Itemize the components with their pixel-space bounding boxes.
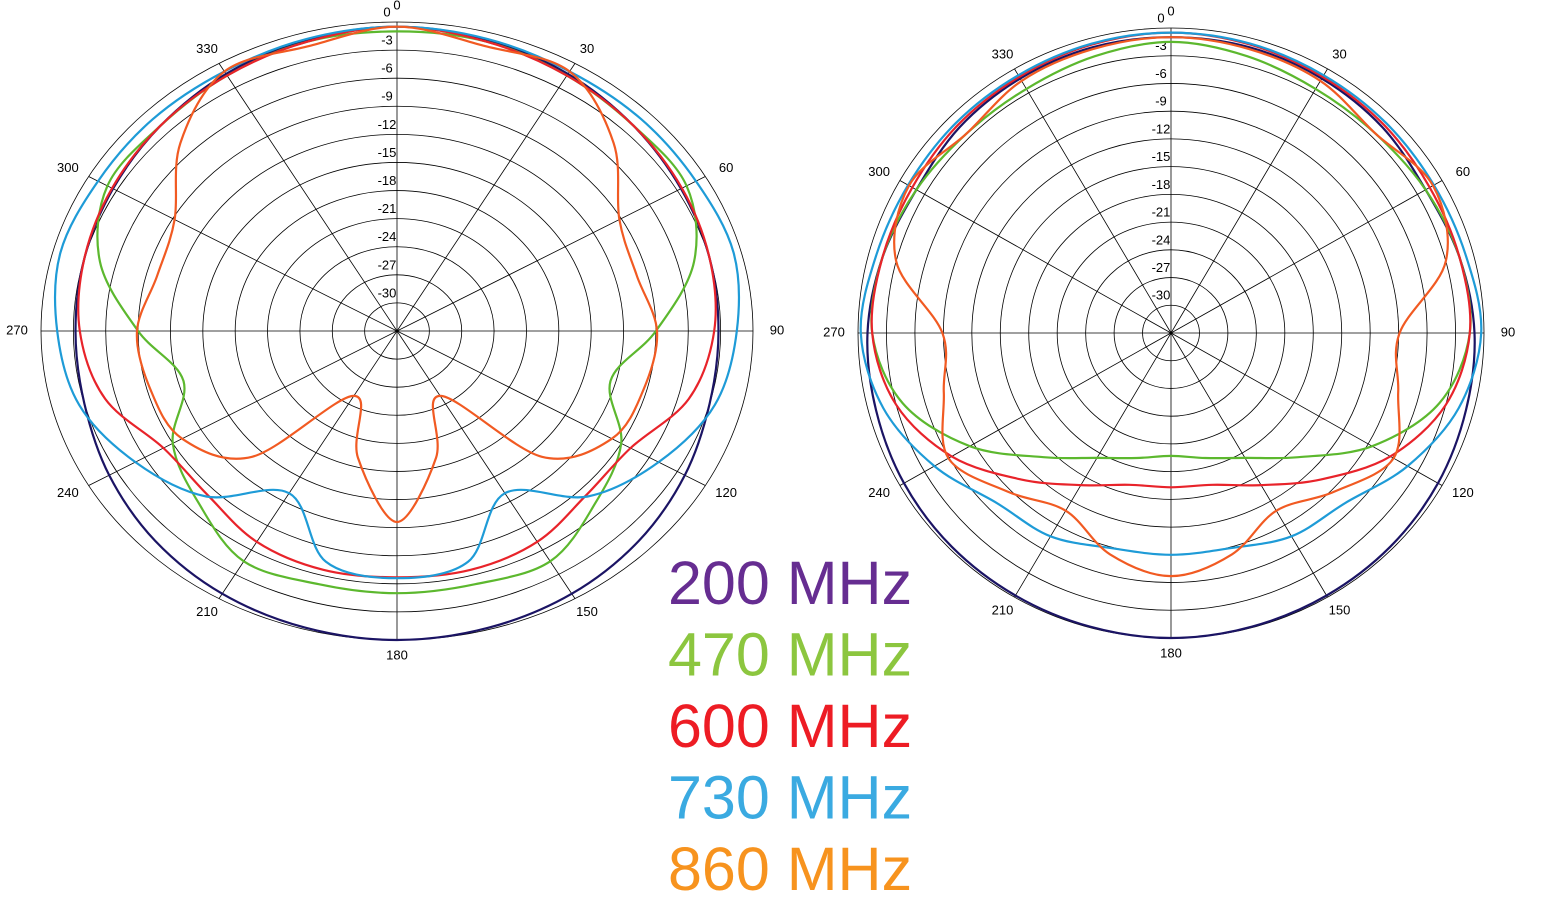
theta-tick-label: 90 (770, 322, 784, 337)
legend-entry: 600 MHz (668, 692, 912, 760)
series-line (135, 25, 659, 524)
r-tick-label: -12 (378, 117, 397, 132)
theta-tick-label: 240 (868, 485, 890, 500)
grid-spoke (396, 330, 576, 599)
theta-tick-label: 60 (719, 160, 733, 175)
grid-spoke (1170, 332, 1443, 486)
series-line (53, 25, 741, 580)
grid-spoke (88, 176, 398, 332)
series-line (870, 40, 1472, 460)
theta-tick-label: 60 (1456, 164, 1470, 179)
grid-spoke (396, 63, 576, 332)
theta-tick-label: 150 (576, 604, 598, 619)
theta-tick-label: 90 (1501, 324, 1515, 339)
grid-spoke (1170, 332, 1328, 598)
grid-spoke (1014, 68, 1172, 334)
theta-tick-label: 210 (992, 602, 1014, 617)
theta-tick-label: 0 (393, 0, 400, 12)
r-tick-label: -30 (378, 285, 397, 300)
theta-tick-label: 30 (580, 41, 594, 56)
grid-spoke (396, 176, 706, 332)
r-tick-label: -15 (1152, 149, 1171, 164)
theta-tick-label: 270 (6, 322, 28, 337)
theta-tick-label: 120 (715, 485, 737, 500)
r-tick-label: -18 (378, 173, 397, 188)
r-tick-label: -6 (1155, 66, 1167, 81)
r-tick-label: -3 (381, 33, 393, 48)
r-tick-label: -27 (1152, 260, 1171, 275)
theta-tick-label: 210 (196, 604, 218, 619)
grid-spoke (218, 63, 398, 332)
theta-tick-label: 150 (1329, 602, 1351, 617)
theta-tick-label: 180 (386, 647, 408, 662)
legend-entry: 860 MHz (668, 835, 912, 900)
r-tick-label: -6 (381, 61, 393, 76)
grid-spoke (899, 180, 1172, 334)
theta-tick-label: 330 (196, 41, 218, 56)
r-tick-label: -27 (378, 257, 397, 272)
theta-tick-label: 240 (57, 485, 79, 500)
r-tick-label: -24 (378, 229, 397, 244)
r-tick-label: 0 (1157, 10, 1164, 25)
r-tick-label: -21 (1152, 205, 1171, 220)
r-tick-label: -24 (1152, 232, 1171, 247)
series-line (893, 36, 1449, 578)
theta-tick-label: 120 (1452, 485, 1474, 500)
r-tick-label: -18 (1152, 177, 1171, 192)
theta-tick-label: 270 (823, 324, 845, 339)
grid-spoke (1170, 68, 1328, 334)
series-line (870, 31, 1472, 489)
grid-spoke (1014, 332, 1172, 598)
r-tick-label: -9 (381, 89, 393, 104)
theta-tick-label: 300 (57, 160, 79, 175)
r-tick-label: -12 (1152, 121, 1171, 136)
legend-entry: 470 MHz (668, 621, 912, 689)
grid-spoke (1170, 180, 1443, 334)
grid-spoke (88, 330, 398, 486)
legend-entry: 730 MHz (668, 764, 912, 832)
r-tick-label: -9 (1155, 94, 1167, 109)
r-tick-label: -3 (1155, 38, 1167, 53)
theta-tick-label: 0 (1167, 3, 1174, 18)
theta-tick-label: 300 (868, 164, 890, 179)
r-tick-label: -21 (378, 201, 397, 216)
grid-spoke (899, 332, 1172, 486)
theta-tick-label: 330 (992, 46, 1014, 61)
r-tick-label: 0 (383, 4, 390, 19)
r-tick-label: -15 (378, 145, 397, 160)
legend-entry: 200 MHz (668, 549, 912, 617)
series-line (96, 30, 698, 595)
theta-tick-label: 180 (1160, 645, 1182, 660)
r-tick-label: -30 (1152, 288, 1171, 303)
theta-tick-label: 30 (1332, 46, 1346, 61)
grid-spoke (218, 330, 398, 599)
grid-spoke (396, 330, 706, 486)
